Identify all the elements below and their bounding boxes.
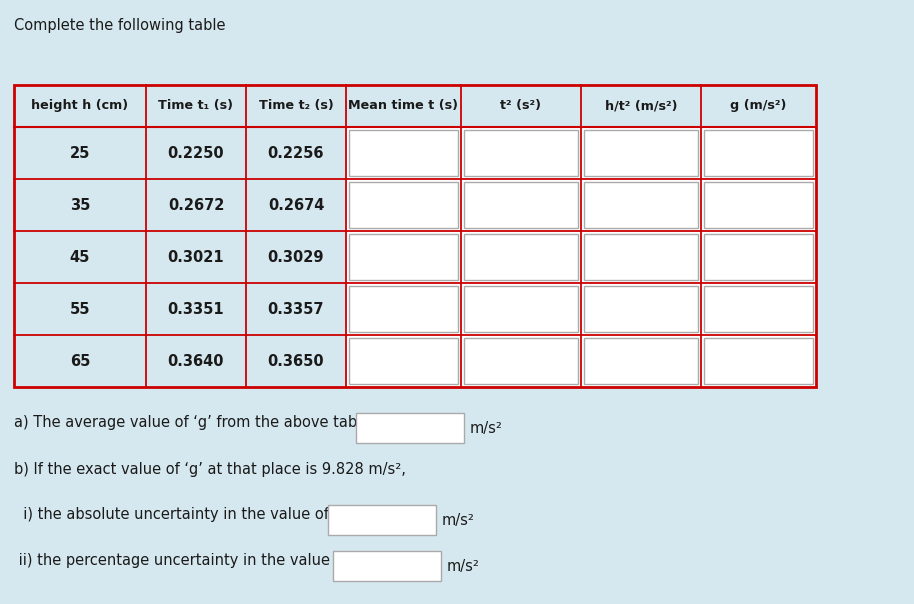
Bar xyxy=(346,127,461,179)
Bar xyxy=(346,231,461,283)
Bar xyxy=(356,413,464,443)
Text: 35: 35 xyxy=(69,198,90,213)
Bar xyxy=(704,234,813,280)
Text: 0.3029: 0.3029 xyxy=(268,249,324,265)
Bar xyxy=(701,283,816,335)
Text: 25: 25 xyxy=(69,146,90,161)
Bar xyxy=(584,286,698,332)
Text: 0.3357: 0.3357 xyxy=(268,301,324,316)
Bar xyxy=(704,182,813,228)
Text: height h (cm): height h (cm) xyxy=(31,100,129,112)
Text: i) the absolute uncertainty in the value of ‘g’ is: i) the absolute uncertainty in the value… xyxy=(14,507,368,522)
Bar xyxy=(349,286,458,332)
Text: Time t₁ (s): Time t₁ (s) xyxy=(158,100,233,112)
Text: m/s²: m/s² xyxy=(447,559,480,574)
Text: m/s²: m/s² xyxy=(442,513,475,528)
Bar xyxy=(346,335,461,387)
Text: Time t₂ (s): Time t₂ (s) xyxy=(259,100,334,112)
Bar xyxy=(581,179,701,231)
Text: b) If the exact value of ‘g’ at that place is 9.828 m/s²,: b) If the exact value of ‘g’ at that pla… xyxy=(14,462,406,477)
Bar xyxy=(584,338,698,384)
Bar xyxy=(349,130,458,176)
Bar xyxy=(461,127,581,179)
Bar xyxy=(333,551,441,581)
Text: 0.3351: 0.3351 xyxy=(167,301,224,316)
Bar xyxy=(581,231,701,283)
Bar xyxy=(581,127,701,179)
Bar xyxy=(704,286,813,332)
Bar xyxy=(461,335,581,387)
Text: 0.2256: 0.2256 xyxy=(268,146,324,161)
Bar xyxy=(581,283,701,335)
Bar xyxy=(581,335,701,387)
Text: 45: 45 xyxy=(69,249,90,265)
Bar xyxy=(349,338,458,384)
Bar xyxy=(584,182,698,228)
Bar xyxy=(464,234,578,280)
Bar xyxy=(14,85,816,387)
Bar xyxy=(461,231,581,283)
Bar xyxy=(464,182,578,228)
Text: 65: 65 xyxy=(69,353,90,368)
Bar xyxy=(464,286,578,332)
Text: Mean time t (s): Mean time t (s) xyxy=(348,100,459,112)
Text: t² (s²): t² (s²) xyxy=(501,100,541,112)
Bar xyxy=(328,505,436,535)
Text: 0.2672: 0.2672 xyxy=(168,198,224,213)
Text: 0.2674: 0.2674 xyxy=(268,198,324,213)
Text: 0.3640: 0.3640 xyxy=(168,353,224,368)
Bar xyxy=(349,234,458,280)
Bar xyxy=(461,283,581,335)
Bar xyxy=(464,338,578,384)
Text: g (m/s²): g (m/s²) xyxy=(730,100,787,112)
Text: 0.3021: 0.3021 xyxy=(167,249,224,265)
Bar xyxy=(701,179,816,231)
Bar xyxy=(346,179,461,231)
Text: 0.2250: 0.2250 xyxy=(167,146,224,161)
Bar xyxy=(349,182,458,228)
Text: 0.3650: 0.3650 xyxy=(268,353,324,368)
Text: Complete the following table: Complete the following table xyxy=(14,18,226,33)
Bar xyxy=(701,231,816,283)
Bar xyxy=(701,335,816,387)
Text: 55: 55 xyxy=(69,301,90,316)
Bar xyxy=(346,283,461,335)
Bar xyxy=(584,234,698,280)
Bar xyxy=(704,338,813,384)
Text: m/s²: m/s² xyxy=(470,422,503,437)
Text: a) The average value of ‘g’ from the above table is: a) The average value of ‘g’ from the abo… xyxy=(14,415,387,430)
Bar xyxy=(464,130,578,176)
Bar xyxy=(701,127,816,179)
Text: ii) the percentage uncertainty in the value of ‘g’ is: ii) the percentage uncertainty in the va… xyxy=(14,553,388,568)
Bar xyxy=(461,179,581,231)
Text: h/t² (m/s²): h/t² (m/s²) xyxy=(605,100,677,112)
Bar xyxy=(584,130,698,176)
Bar xyxy=(704,130,813,176)
